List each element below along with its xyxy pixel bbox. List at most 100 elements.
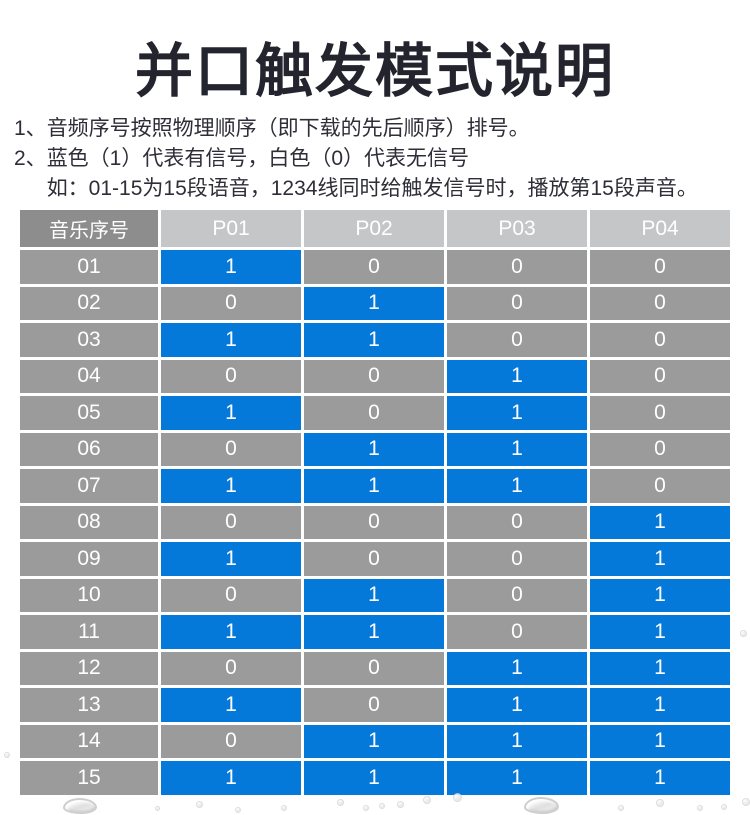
signal-off-cell: 0 (161, 286, 301, 320)
signal-on-cell: 1 (304, 615, 444, 649)
signal-on-cell: 1 (304, 286, 444, 320)
signal-off-cell: 0 (304, 505, 444, 539)
signal-on-cell: 1 (590, 578, 730, 612)
signal-off-cell: 0 (161, 651, 301, 685)
column-header-p03: P03 (447, 210, 587, 247)
signal-off-cell: 0 (447, 542, 587, 576)
water-drop-decoration (721, 804, 727, 810)
column-header-p02: P02 (304, 210, 444, 247)
row-label: 08 (20, 505, 158, 539)
signal-on-cell: 1 (590, 761, 730, 795)
signal-off-cell: 0 (590, 286, 730, 320)
signal-off-cell: 0 (447, 286, 587, 320)
signal-on-cell: 1 (447, 359, 587, 393)
water-drop-decoration (742, 798, 750, 806)
water-drop-decoration (453, 793, 462, 802)
signal-off-cell: 0 (161, 359, 301, 393)
row-label: 03 (20, 323, 158, 357)
note-text: 音频序号按照物理顺序（即下载的先后顺序）排号。 (47, 114, 740, 144)
page-title: 并口触发模式说明 (134, 39, 615, 104)
note-item-2: 2、 蓝色（1）代表有信号，白色（0）代表无信号 如：01-15为15段语音，1… (14, 144, 740, 204)
signal-off-cell: 0 (161, 578, 301, 612)
signal-on-cell: 1 (590, 688, 730, 722)
signal-off-cell: 0 (590, 323, 730, 357)
signal-off-cell: 0 (590, 250, 730, 284)
signal-on-cell: 1 (447, 688, 587, 722)
row-label: 07 (20, 469, 158, 503)
signal-on-cell: 1 (447, 432, 587, 466)
signal-off-cell: 0 (447, 323, 587, 357)
note-number: 1、 (14, 117, 47, 140)
row-label: 13 (20, 688, 158, 722)
notes-list: 1、 音频序号按照物理顺序（即下载的先后顺序）排号。 2、 蓝色（1）代表有信号… (14, 114, 740, 204)
signal-on-cell: 1 (161, 469, 301, 503)
signal-off-cell: 0 (590, 396, 730, 430)
signal-on-cell: 1 (590, 615, 730, 649)
signal-off-cell: 0 (161, 432, 301, 466)
row-label: 09 (20, 542, 158, 576)
water-drop-decoration (618, 805, 624, 811)
signal-on-cell: 1 (590, 542, 730, 576)
trigger-mode-table: 音乐序号 P01 P02 P03 P04 01 1 0 0 0 02 0 1 0 0 03 1 1 0 0 04 0 0 1 0… (20, 210, 730, 795)
signal-on-cell: 1 (304, 724, 444, 758)
signal-off-cell: 0 (304, 359, 444, 393)
water-drop-decoration (524, 797, 559, 814)
signal-off-cell: 0 (447, 615, 587, 649)
signal-on-cell: 1 (447, 469, 587, 503)
note-line: 音频序号按照物理顺序（即下载的先后顺序）排号。 (46, 117, 530, 140)
signal-off-cell: 0 (447, 505, 587, 539)
signal-off-cell: 0 (447, 250, 587, 284)
water-drop-decoration (337, 799, 344, 806)
water-drop-decoration (697, 805, 703, 811)
signal-on-cell: 1 (447, 724, 587, 758)
signal-off-cell: 0 (304, 250, 444, 284)
signal-off-cell: 0 (161, 505, 301, 539)
note-subline: 如：01-15为15段语音，1234线同时给触发信号时，播放第15段声音。 (46, 177, 698, 200)
signal-off-cell: 0 (304, 688, 444, 722)
water-drop-decoration (155, 806, 160, 811)
water-drop-decoration (379, 803, 385, 809)
signal-on-cell: 1 (447, 651, 587, 685)
signal-on-cell: 1 (161, 396, 301, 430)
signal-on-cell: 1 (161, 761, 301, 795)
water-drop-decoration (363, 805, 369, 811)
row-label: 11 (20, 615, 158, 649)
row-label: 15 (20, 761, 158, 795)
signal-on-cell: 1 (304, 432, 444, 466)
signal-off-cell: 0 (304, 542, 444, 576)
signal-on-cell: 1 (304, 323, 444, 357)
signal-off-cell: 0 (590, 469, 730, 503)
water-drop-decoration (656, 799, 664, 807)
column-header-music-index: 音乐序号 (20, 210, 158, 247)
signal-off-cell: 0 (304, 651, 444, 685)
row-label: 14 (20, 724, 158, 758)
signal-on-cell: 1 (447, 761, 587, 795)
water-drop-decoration (4, 752, 10, 758)
signal-off-cell: 0 (590, 359, 730, 393)
signal-on-cell: 1 (161, 615, 301, 649)
signal-on-cell: 1 (161, 688, 301, 722)
signal-on-cell: 1 (161, 250, 301, 284)
signal-on-cell: 1 (304, 469, 444, 503)
water-drop-decoration (423, 796, 431, 804)
signal-on-cell: 1 (161, 323, 301, 357)
water-drop-decoration (196, 801, 203, 808)
row-label: 06 (20, 432, 158, 466)
signal-off-cell: 0 (447, 578, 587, 612)
note-number: 2、 (14, 147, 47, 170)
row-label: 05 (20, 396, 158, 430)
row-label: 12 (20, 651, 158, 685)
note-item-1: 1、 音频序号按照物理顺序（即下载的先后顺序）排号。 (14, 114, 740, 144)
signal-on-cell: 1 (304, 578, 444, 612)
row-label: 04 (20, 359, 158, 393)
row-label: 01 (20, 250, 158, 284)
column-header-p01: P01 (161, 210, 301, 247)
row-label: 10 (20, 578, 158, 612)
signal-on-cell: 1 (304, 761, 444, 795)
signal-off-cell: 0 (161, 724, 301, 758)
note-line: 蓝色（1）代表有信号，白色（0）代表无信号 (46, 147, 470, 170)
water-drop-decoration (397, 801, 404, 808)
signal-off-cell: 0 (590, 432, 730, 466)
water-drop-decoration (281, 805, 287, 811)
signal-off-cell: 0 (304, 396, 444, 430)
